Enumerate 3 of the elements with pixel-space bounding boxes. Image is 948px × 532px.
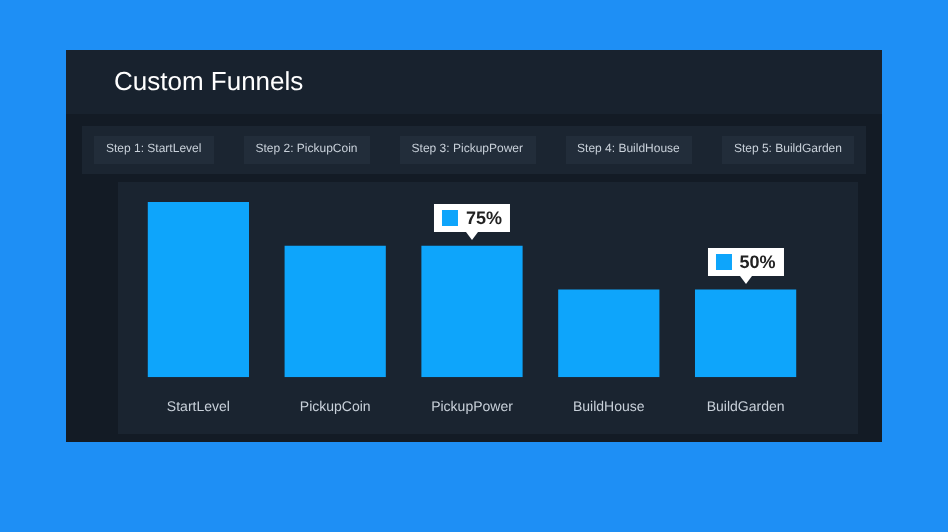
data-label: 50% [739,251,776,272]
data-label: 75% [465,207,503,228]
chart-title: Custom Funnels [66,50,882,114]
